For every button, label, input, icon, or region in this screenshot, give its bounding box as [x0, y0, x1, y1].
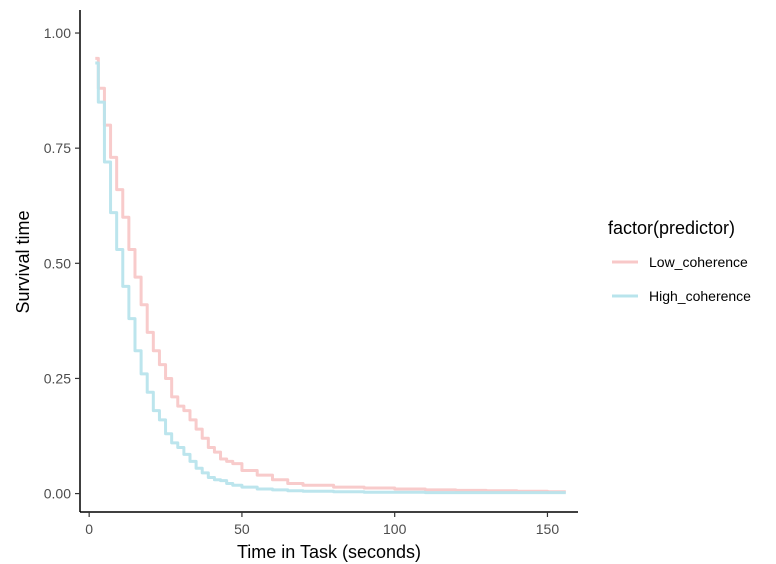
x-axis-title: Time in Task (seconds) [237, 542, 421, 562]
y-axis-title: Survival time [13, 210, 33, 313]
y-tick-label: 1.00 [44, 25, 71, 41]
x-tick-label: 0 [85, 521, 93, 537]
legend-items: Low_coherence High_coherence [612, 254, 751, 304]
x-tick-label: 50 [234, 521, 250, 537]
x-tick-label: 150 [536, 521, 560, 537]
series-lines [95, 56, 566, 495]
series-line-high-coherence [95, 61, 566, 495]
y-tick-label: 0.75 [44, 140, 71, 156]
y-axis-ticks: 0.00 0.25 0.50 0.75 1.00 [44, 25, 80, 502]
x-axis-ticks: 0 50 100 150 [85, 512, 559, 537]
legend-label: Low_coherence [649, 254, 748, 270]
legend-title: factor(predictor) [608, 218, 735, 238]
y-tick-label: 0.50 [44, 255, 71, 271]
legend: factor(predictor) Low_coherence High_cohe… [608, 218, 751, 304]
legend-label: High_coherence [649, 288, 751, 304]
series-line-low-coherence [95, 56, 566, 494]
x-tick-label: 100 [383, 521, 407, 537]
y-tick-label: 0.25 [44, 370, 71, 386]
y-tick-label: 0.00 [44, 486, 71, 502]
